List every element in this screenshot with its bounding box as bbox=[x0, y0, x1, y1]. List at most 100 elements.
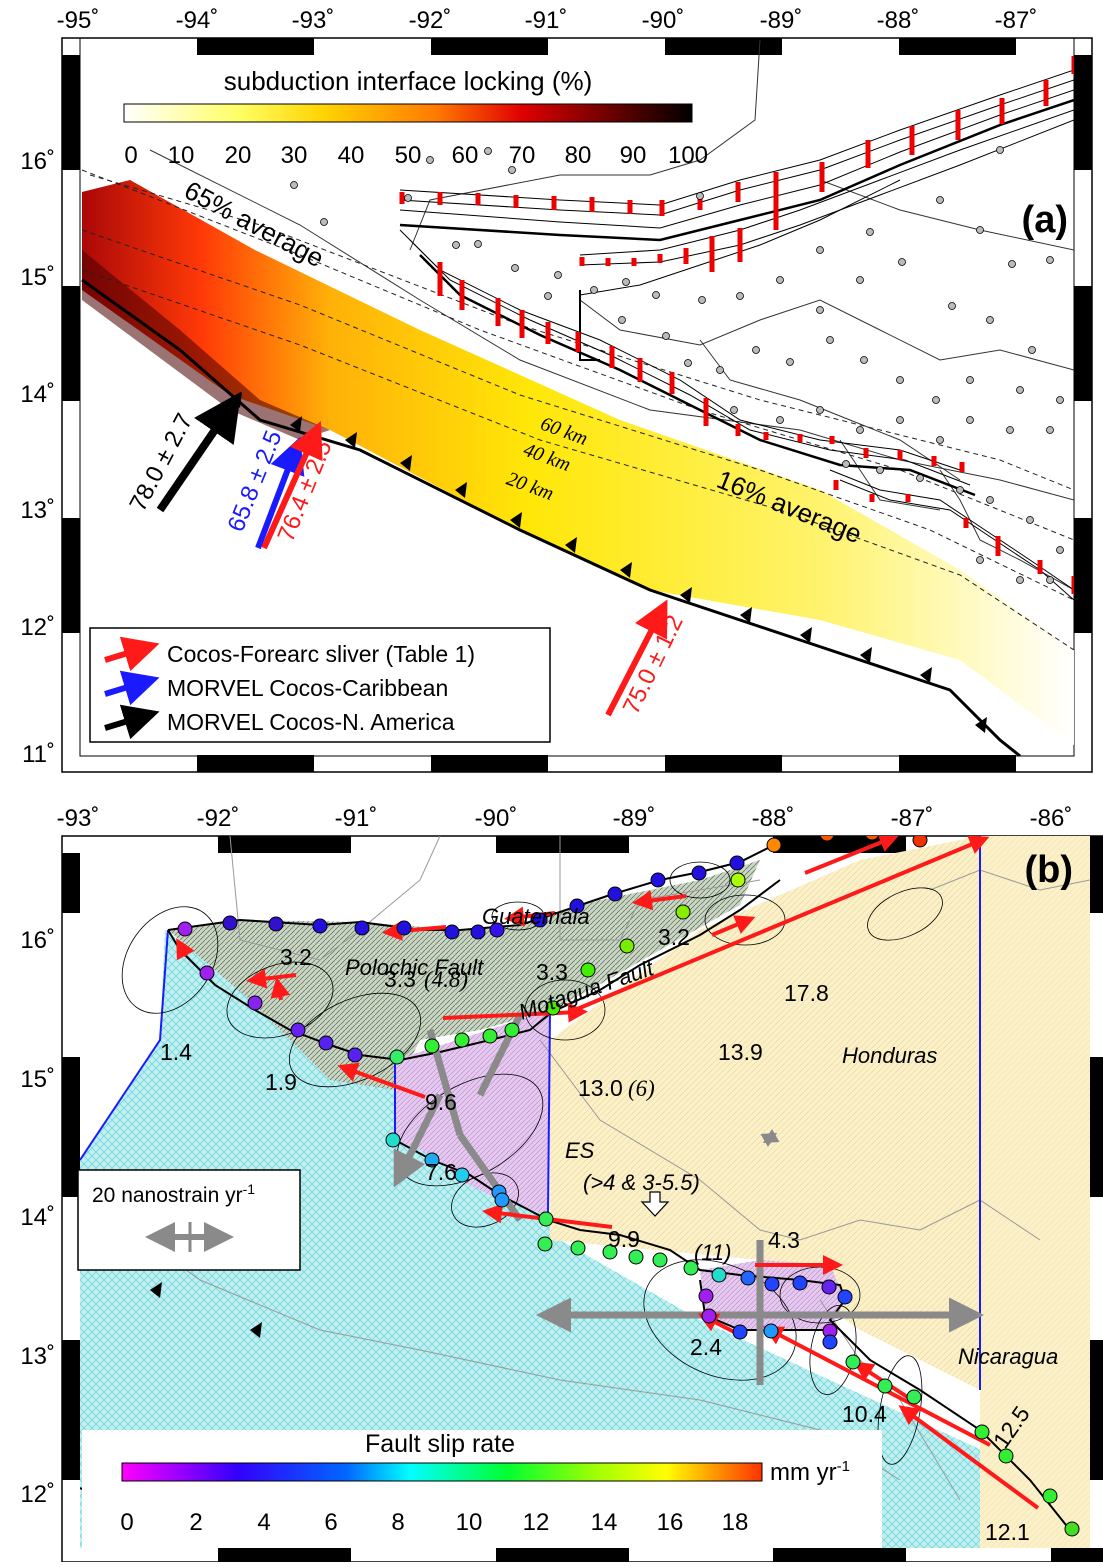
panel-a-top-ticks: -95˚ -94˚ -93˚ -92˚ -91˚ -90˚ -89˚ -88˚ … bbox=[57, 7, 1038, 34]
tick-lat: 15˚ bbox=[20, 264, 55, 291]
tick-lon: -89˚ bbox=[760, 7, 803, 34]
tick-lat: 14˚ bbox=[20, 381, 55, 408]
tick-lon: -90˚ bbox=[642, 7, 685, 34]
tick-lon: -87˚ bbox=[891, 805, 934, 832]
colorbar-tick: 4 bbox=[257, 1509, 270, 1536]
tick-lon: -88˚ bbox=[752, 805, 795, 832]
country-label-honduras: Honduras bbox=[842, 1043, 937, 1068]
tick-lat: 16˚ bbox=[20, 148, 55, 175]
depth-contours bbox=[81, 169, 1074, 651]
colorbar-tick: 50 bbox=[395, 142, 422, 169]
vector-red-2 bbox=[605, 599, 668, 717]
colorbar-tick: 90 bbox=[620, 142, 647, 169]
red-bars-a bbox=[399, 56, 1074, 594]
colorbar-title: subduction interface locking (%) bbox=[224, 66, 593, 96]
rate-label: 7.6 bbox=[425, 1159, 457, 1185]
tick-lon: -95˚ bbox=[57, 7, 100, 34]
rate-label: 3.2 bbox=[658, 924, 690, 950]
trench bbox=[81, 278, 1021, 756]
slip-vectors bbox=[176, 836, 1040, 1510]
tick-lon: -88˚ bbox=[877, 7, 920, 34]
tick-lon: -91˚ bbox=[335, 805, 378, 832]
tick-lon: -93˚ bbox=[57, 805, 100, 832]
rate-label: 3.3 bbox=[384, 966, 416, 992]
panel-b-top-ticks: -93˚ -92˚ -91˚ -90˚ -89˚ -88˚ -87˚ -86˚ bbox=[57, 805, 1073, 832]
rate-label: 1.4 bbox=[160, 1039, 192, 1065]
tick-lon: -91˚ bbox=[525, 7, 568, 34]
colorbar-tick: 20 bbox=[225, 142, 252, 169]
country-label-es: ES bbox=[565, 1138, 595, 1163]
hollow-arrow-es bbox=[640, 1191, 670, 1217]
tick-lat: 11˚ bbox=[22, 741, 55, 768]
vector-red bbox=[261, 421, 323, 550]
rate-label: 9.6 bbox=[425, 1089, 457, 1115]
tick-lat: 15˚ bbox=[20, 1066, 55, 1093]
strain-legend-label: 20 nanostrain yr-1 bbox=[92, 1181, 255, 1207]
panel-a: -95˚ -94˚ -93˚ -92˚ -91˚ -90˚ -89˚ -88˚ … bbox=[20, 7, 1093, 773]
colorbar-tick: 60 bbox=[452, 142, 479, 169]
gps-sites bbox=[290, 146, 1064, 584]
rate-labels: 3.2 3.3 (4.8) 3.3 3.2 17.8 13.9 1.4 1.9 … bbox=[160, 924, 1035, 1545]
rate-label: 2.4 bbox=[690, 1334, 722, 1360]
colorbar-tick: 0 bbox=[124, 142, 137, 169]
vector-black bbox=[156, 391, 242, 513]
colorbar-tick: 0 bbox=[120, 1509, 133, 1536]
rate-label: 12.1 bbox=[985, 1519, 1030, 1545]
block-motagua bbox=[168, 860, 760, 1090]
tick-lon: -90˚ bbox=[475, 805, 518, 832]
colorbar-tick: 70 bbox=[509, 142, 536, 169]
slip-colorbar: Fault slip rate mm yr-1 0 2 4 6 8 10 12 … bbox=[82, 1430, 882, 1548]
es-rates-label: (>4 & 3-5.5) bbox=[583, 1170, 700, 1195]
rate-label: (4.8) bbox=[424, 967, 468, 992]
rate-label: 10.4 bbox=[842, 1401, 887, 1427]
block-cocos bbox=[80, 930, 1090, 1548]
tick-lon: -86˚ bbox=[1030, 805, 1073, 832]
panel-b: -93˚ -92˚ -91˚ -90˚ -89˚ -88˚ -87˚ -86˚ … bbox=[20, 805, 1103, 1563]
locking-colorbar: subduction interface locking (%) 0 10 20… bbox=[123, 66, 708, 169]
rate-label: 1.9 bbox=[265, 1069, 297, 1095]
fault-label-polochic: Polochic Fault bbox=[345, 955, 484, 980]
rate-label: 3.3 bbox=[536, 959, 568, 985]
legend-item-label: Cocos-Forearc sliver (Table 1) bbox=[167, 641, 475, 667]
colorbar-tick: 6 bbox=[324, 1509, 337, 1536]
slip-colorbar-title: Fault slip rate bbox=[365, 1430, 515, 1458]
colorbar-tick: 18 bbox=[722, 1509, 749, 1536]
rate-label: 3.2 bbox=[280, 944, 312, 970]
block-caribbean bbox=[550, 836, 1090, 1548]
colorbar-tick: 10 bbox=[168, 142, 195, 169]
panel-b-bars bbox=[62, 836, 1103, 1562]
colorbar-tick: 8 bbox=[391, 1509, 404, 1536]
colorbar-tick: 80 bbox=[565, 142, 592, 169]
tick-lat: 16˚ bbox=[20, 927, 55, 954]
colorbar-tick: 12 bbox=[523, 1509, 550, 1536]
tick-lon: -93˚ bbox=[292, 7, 335, 34]
rate-label: 13.9 bbox=[718, 1039, 763, 1065]
tick-lon: -92˚ bbox=[197, 805, 240, 832]
rate-label: 17.8 bbox=[784, 980, 829, 1006]
rate-label: 9.9 bbox=[608, 1226, 640, 1252]
rate-label-11: (11) bbox=[694, 1240, 732, 1265]
tick-lat: 13˚ bbox=[20, 1343, 55, 1370]
legend-item-label: MORVEL Cocos-Caribbean bbox=[167, 675, 448, 701]
rate-label: 4.3 bbox=[768, 1227, 800, 1253]
panel-a-top-bar bbox=[62, 38, 1092, 772]
faults-a bbox=[399, 69, 1074, 601]
colorbar-tick: 100 bbox=[668, 142, 708, 169]
slip-rate-nodes bbox=[177, 836, 1080, 1537]
tick-lat: 12˚ bbox=[20, 1481, 55, 1508]
legend-item-label: MORVEL Cocos-N. America bbox=[167, 709, 455, 735]
tick-lon: -87˚ bbox=[995, 7, 1038, 34]
colorbar-tick: 2 bbox=[189, 1509, 202, 1536]
slip-colorbar-unit: mm yr-1 bbox=[770, 1458, 850, 1486]
country-label-nicaragua: Nicaragua bbox=[958, 1344, 1058, 1369]
tick-lon: -94˚ bbox=[176, 7, 219, 34]
country-label-guatemala: Guatemala bbox=[482, 904, 590, 929]
tick-lon: -92˚ bbox=[409, 7, 452, 34]
rate-label: (6) bbox=[628, 1076, 655, 1101]
colorbar-tick: 14 bbox=[591, 1509, 618, 1536]
locking-band bbox=[82, 180, 1074, 745]
vector-blue bbox=[255, 436, 305, 550]
colorbar-tick: 30 bbox=[281, 142, 308, 169]
tick-lat: 13˚ bbox=[20, 497, 55, 524]
